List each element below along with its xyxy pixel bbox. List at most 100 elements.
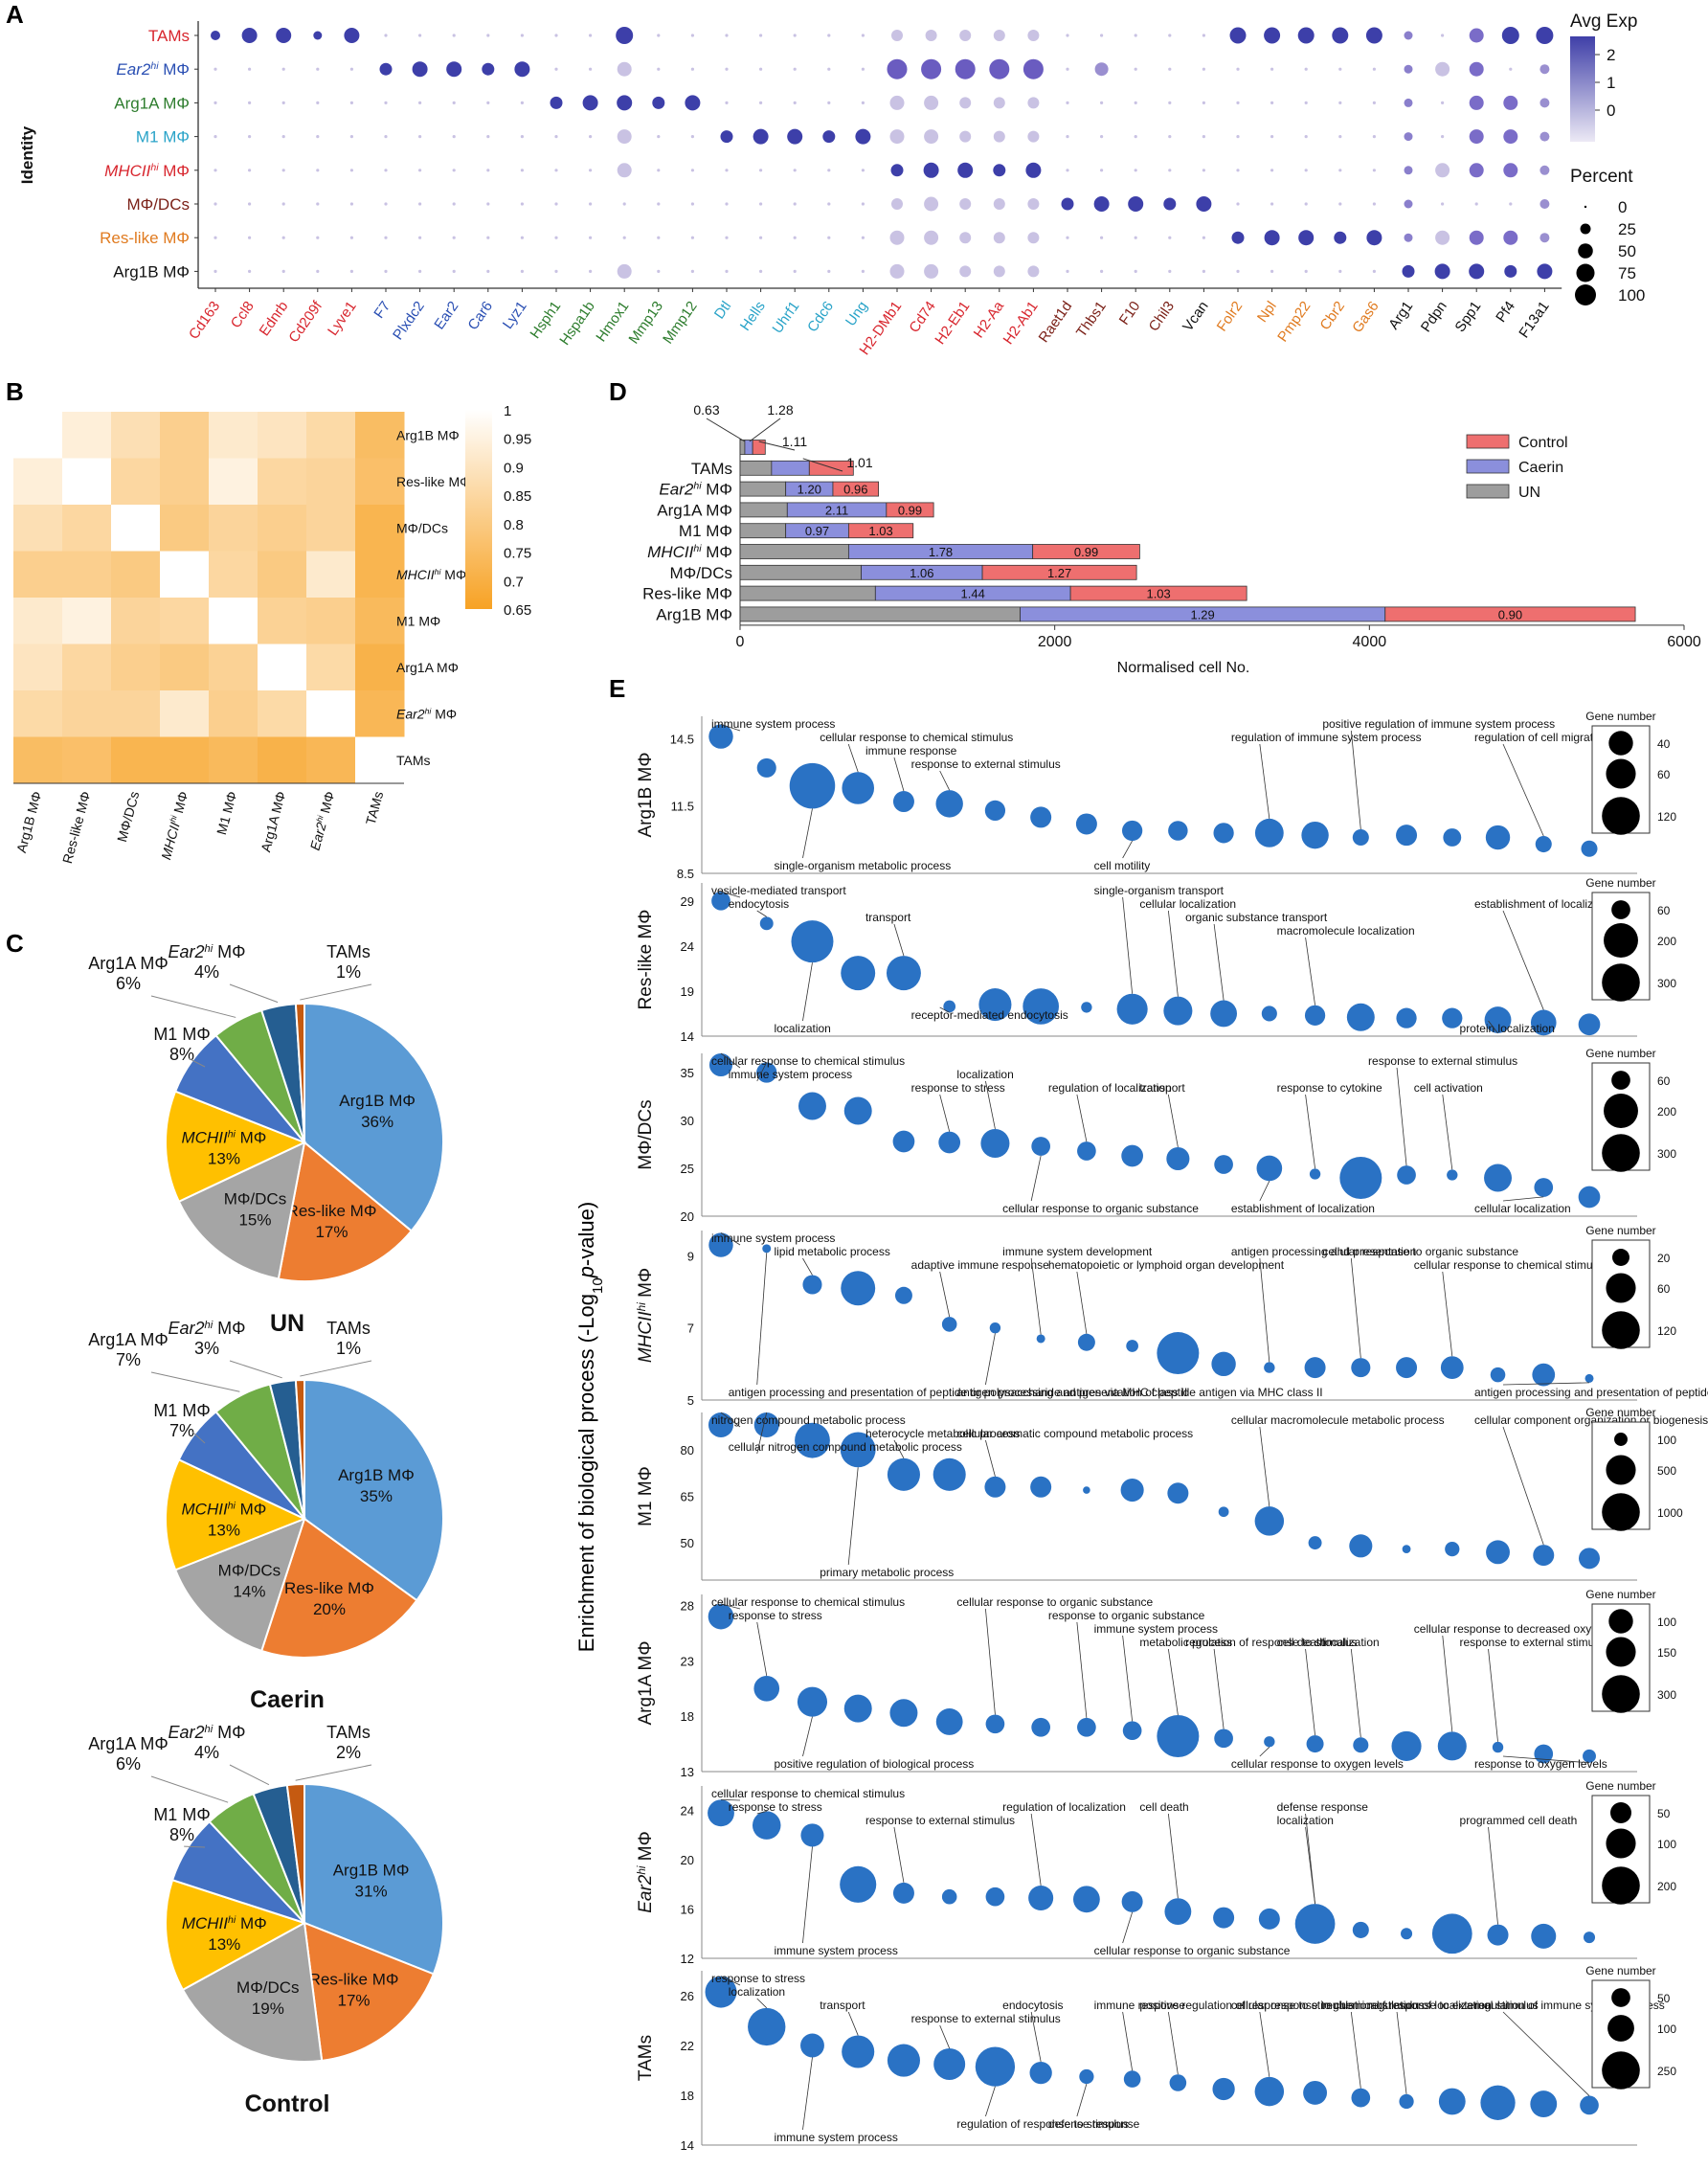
go-term-label: regulation of immune system process [1231,731,1422,744]
go-term-label: response to stress [711,1972,805,1985]
size-legend-label: 200 [1657,1880,1676,1893]
pie-outer-label: TAMs [326,1319,371,1338]
dot [313,31,323,40]
heatmap-cell [111,736,161,784]
gene-label: Mmp13 [625,299,666,348]
bubble [1445,1541,1460,1557]
bar-value-label: 0.90 [1498,607,1522,621]
dot [520,101,525,104]
bubble [985,1714,1005,1734]
bubble [1077,1141,1096,1161]
dot [1404,98,1413,107]
bubble [800,2033,824,2058]
bubble-y-tick-label: 11.5 [671,800,694,814]
go-term-label: endocytosis [729,897,789,911]
size-legend-dot [1611,900,1630,919]
go-term-label: response to oxygen levels [1474,1757,1607,1771]
pie-outer-pct: 1% [336,1339,361,1358]
heatmap-scale-label: 1 [504,403,511,419]
go-term-leader [802,1846,813,1944]
heatmap-cell [209,551,258,599]
dot [1441,101,1445,104]
bubble-row-title: Arg1A MΦ [636,1640,656,1725]
bubble [1218,1506,1229,1518]
label-part: M1 MΦ [396,613,440,628]
heatmap-cell [62,598,112,644]
go-term-label: regulation of cell migration [1474,731,1608,744]
bubble [1166,1146,1190,1171]
size-legend-label: 60 [1657,1282,1671,1296]
heatmap-cell [160,505,210,552]
go-term-label: regulation of response to external stimu… [1322,1999,1538,2012]
dot [1539,233,1550,243]
bubble [1306,1735,1324,1753]
bar-category-label: TAMs [691,460,732,478]
legend-exp-tick-label: 0 [1607,102,1615,120]
dot [344,28,360,43]
heatmap-cell [306,412,356,459]
heatmap-cell [111,551,161,599]
bubble [795,1422,830,1458]
heatmap-scale-bar [465,410,492,609]
label-part: MΦ [159,60,190,79]
dot [1435,230,1450,245]
row-label: Res-like MΦ [100,229,190,247]
bar-value-label: 1.44 [961,587,985,601]
go-term-leader [756,910,767,917]
heatmap-cell [62,458,112,506]
dot [1134,135,1137,139]
bar-value-label: 2.11 [825,503,848,517]
bubble [1583,1932,1596,1944]
bubble [892,791,914,813]
bar-callout-line [706,418,746,442]
pie-leader-line [229,1360,282,1379]
dot [418,202,422,206]
pie-slice [177,1141,306,1280]
go-term-label: response to external stimulus [911,2012,1061,2025]
bubble [892,1130,915,1153]
heatmap-cell [209,505,258,552]
size-legend-title: Gene number [1585,1406,1655,1419]
label-part: MΦ/DCs [636,1099,656,1169]
size-legend-dot [1602,1311,1640,1349]
label-sup: hi [425,706,433,715]
bar-segment [744,440,753,455]
size-legend-label: 20 [1657,1252,1671,1265]
dot [759,101,763,104]
bubble [1484,1164,1513,1192]
go-term-leader [1076,1094,1088,1142]
pie-inner-pct: 19% [252,2000,284,2018]
bar-x-tick-label: 4000 [1353,634,1387,650]
legend-exp-tick-label: 1 [1607,74,1615,92]
dot [412,61,428,78]
bubble-y-tick-label: 23 [681,1654,694,1668]
heatmap-cell [62,412,112,459]
heatmap-cell [160,644,210,691]
go-term-label: cellular response to chemical stimulus [711,1595,905,1609]
size-legend-dot [1604,923,1638,958]
dot [827,269,831,273]
go-term-label: positive regulation of biological proces… [774,1757,974,1771]
dot [889,129,905,145]
pie-slice [173,1517,306,1653]
dot [1168,34,1172,37]
label-part: Arg1A MΦ [88,1734,168,1753]
pie-title: UN [270,1310,304,1337]
label-part: MΦ/DCs [224,1189,287,1208]
dot [1163,197,1177,211]
gene-label: Pf4 [1493,299,1518,326]
heatmap-cell [160,598,210,644]
dot [281,67,285,71]
heatmap-col-label: MΦ/DCs [114,790,142,844]
title-part: p [574,1266,598,1278]
go-term-label: receptor-mediated endocytosis [911,1008,1068,1022]
go-term-leader [1488,1020,1498,1034]
bubble [1163,996,1193,1026]
dot [1168,101,1172,104]
go-term-label: response to stress [729,1609,822,1622]
title-part: -value) [574,1202,598,1266]
bubble [1443,828,1462,847]
heatmap-cell [306,690,356,737]
bubble [1584,1373,1594,1383]
size-legend-label: 200 [1657,935,1676,948]
